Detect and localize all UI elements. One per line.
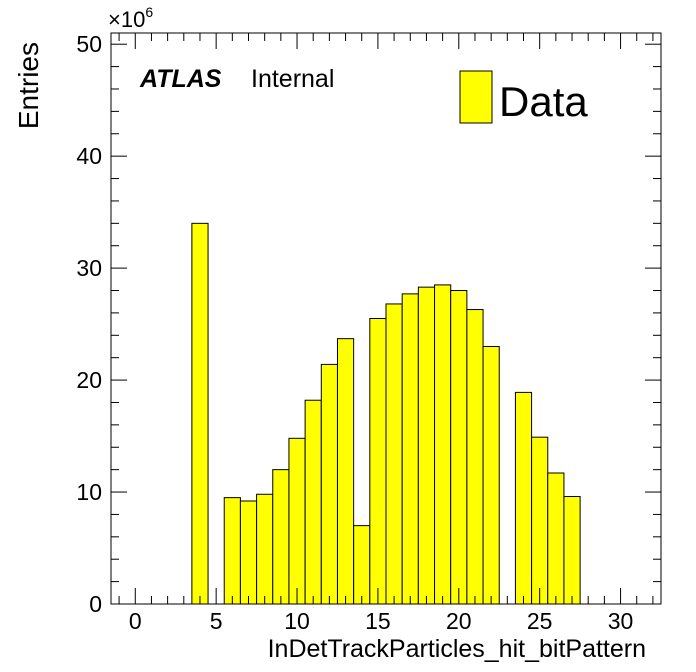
y-tick-label: 40 [76, 143, 102, 169]
x-tick-label: 20 [446, 608, 472, 634]
histogram-bar-11 [385, 303, 403, 605]
histogram-bar-15 [450, 290, 468, 605]
histogram-bar-12 [401, 293, 419, 605]
histogram-bar-0 [191, 222, 209, 605]
bars-layer [191, 222, 581, 605]
histogram-bar-1 [223, 497, 241, 605]
histogram-bar-9 [353, 525, 371, 605]
histogram-bar-5 [288, 437, 306, 605]
histogram-bar-8 [336, 338, 355, 605]
legend-swatch [459, 70, 493, 124]
histogram-bar-6 [304, 399, 322, 605]
histogram-bar-20 [547, 472, 565, 605]
x-axis-label: InDetTrackParticles_hit_bitPattern [268, 635, 646, 663]
histogram-bar-13 [417, 286, 436, 605]
histogram-bar-18 [514, 391, 533, 605]
histogram-bar-16 [466, 309, 484, 605]
histogram-bar-2 [239, 500, 258, 605]
y-multiplier-base: ×10 [108, 7, 145, 32]
x-tick-label: 0 [129, 608, 142, 634]
y-tick-label: 50 [76, 31, 102, 57]
plot-frame [110, 32, 662, 605]
histogram-bar-17 [482, 345, 500, 605]
histogram-bar-4 [272, 469, 290, 605]
y-multiplier: ×106 [108, 4, 153, 32]
x-ticks: 0 5 10 15 20 25 30 [118, 33, 654, 634]
x-tick-label: 30 [608, 608, 634, 634]
x-tick-label: 25 [527, 608, 553, 634]
y-tick-label: 20 [76, 367, 102, 393]
y-tick-label: 0 [89, 591, 102, 617]
histogram-bar-7 [320, 363, 338, 605]
histogram-bar-14 [434, 284, 452, 605]
histogram-bar-19 [531, 436, 549, 605]
y-tick-label: 30 [76, 255, 102, 281]
histogram-bar-3 [256, 493, 274, 605]
legend-label: Data [499, 78, 588, 125]
y-tick-label: 10 [76, 479, 102, 505]
y-multiplier-exponent: 6 [145, 4, 153, 20]
x-tick-label: 15 [365, 608, 391, 634]
y-ticks: 0 10 20 30 40 50 [76, 31, 661, 617]
histogram-bar-10 [369, 318, 387, 605]
x-tick-label: 5 [210, 608, 223, 634]
atlas-label: ATLAS [139, 65, 222, 93]
y-axis-label: Entries [13, 42, 44, 129]
status-label: Internal [251, 65, 334, 93]
histogram-bar-21 [563, 496, 581, 605]
x-tick-label: 10 [284, 608, 310, 634]
